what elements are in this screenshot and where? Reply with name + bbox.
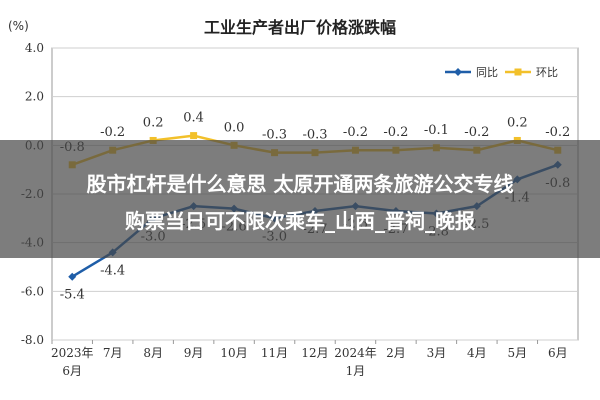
x-tick-label: 2024年 [334, 346, 377, 360]
legend: 同比 环比 [445, 66, 558, 79]
x-tick-label: 2023年 [51, 346, 94, 360]
y-tick-label: -6.0 [21, 284, 44, 298]
data-label: -0.3 [262, 128, 287, 143]
data-label: -5.4 [60, 288, 85, 303]
legend-marker [514, 68, 522, 76]
y-tick-label: 4.0 [25, 41, 44, 55]
data-label: 0.2 [143, 115, 164, 130]
data-label: -0.2 [343, 125, 368, 140]
x-tick-label: 12月 [301, 346, 328, 360]
legend-label: 环比 [536, 66, 558, 79]
data-point [68, 272, 77, 281]
headline-line-2: 购票当日可不限次乘车_山西_晋祠_晚报 [125, 209, 475, 233]
x-tick-label: 8月 [143, 346, 163, 360]
data-label: -0.2 [545, 125, 570, 140]
data-label: 0.4 [183, 111, 204, 126]
y-unit-label: (%) [8, 19, 29, 33]
data-label: -0.2 [464, 125, 489, 140]
data-label: -0.1 [424, 123, 449, 138]
chart-title: 工业生产者出厂价格涨跌幅 [204, 18, 396, 37]
x-tick-label: 4月 [467, 346, 487, 360]
x-tick-label: 10月 [220, 346, 247, 360]
data-label: 0.2 [507, 115, 528, 130]
x-tick-label: 3月 [427, 346, 447, 360]
data-label: 0.0 [224, 120, 245, 135]
y-tick-label: -8.0 [21, 333, 44, 347]
data-label: -0.3 [302, 128, 327, 143]
x-tick-label: 5月 [507, 346, 527, 360]
legend-marker [454, 68, 462, 76]
x-tick-label: 7月 [103, 346, 123, 360]
headline-line-1: 股市杠杆是什么意思 太原开通两条旅游公交专线 [86, 172, 514, 196]
x-tick-label: 1月 [346, 364, 366, 378]
x-tick-label: 6月 [548, 346, 568, 360]
x-tick-label: 11月 [261, 346, 288, 360]
x-axis: 2023年 6月 7月 8月 9月 10月 11月 12月 2024年 1月 2月 3月 4月 5月 6月 [51, 340, 568, 378]
x-tick-label: 9月 [184, 346, 204, 360]
x-tick-label: 2月 [386, 346, 406, 360]
data-label: -4.4 [100, 263, 125, 278]
y-tick-label: 2.0 [25, 90, 44, 104]
data-point [190, 132, 198, 140]
data-label: -0.2 [100, 125, 125, 140]
legend-label: 同比 [476, 66, 498, 79]
data-label: -0.2 [383, 125, 408, 140]
x-tick-label: 6月 [62, 364, 82, 378]
headline-overlay[interactable]: 股市杠杆是什么意思 太原开通两条旅游公交专线 购票当日可不限次乘车_山西_晋祠_… [0, 140, 600, 258]
